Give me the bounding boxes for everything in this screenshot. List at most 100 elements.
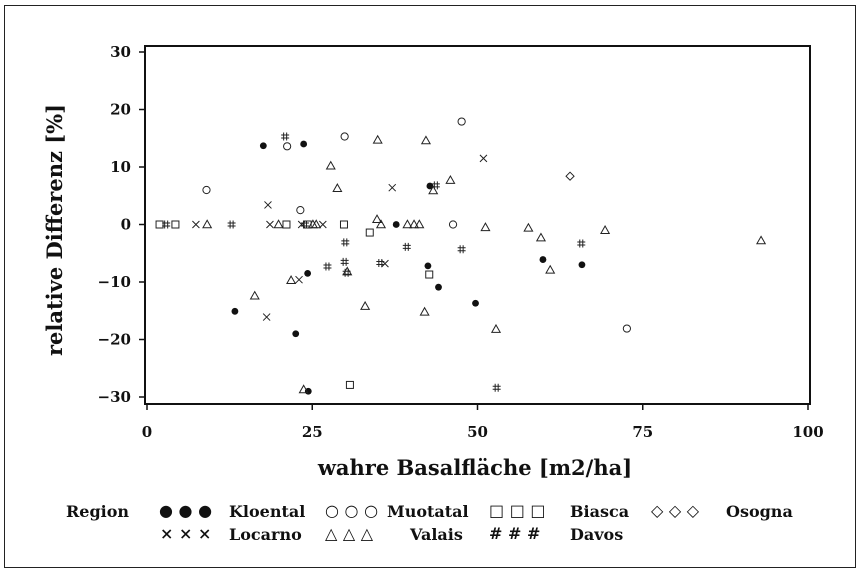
data-points	[155, 117, 767, 395]
legend-symbol-locarno: × × ×	[160, 524, 211, 543]
point-locarno	[479, 154, 488, 163]
legend-title: Region	[66, 502, 129, 521]
point-davos	[227, 220, 236, 229]
legend-label-davos: Davos	[570, 525, 623, 544]
point-valais	[360, 300, 371, 310]
y-tick-label: 30	[110, 43, 131, 61]
point-davos	[577, 239, 586, 248]
point-valais	[445, 175, 456, 184]
point-kloental	[435, 283, 442, 291]
point-valais	[402, 219, 413, 229]
legend-symbol-kloental: ● ● ●	[159, 501, 212, 520]
point-davos	[457, 245, 466, 254]
point-valais	[249, 290, 260, 300]
point-locarno	[192, 220, 200, 229]
point-davos	[492, 383, 501, 392]
point-valais	[490, 323, 502, 333]
point-valais	[480, 222, 491, 232]
point-locarno	[266, 220, 274, 229]
point-davos	[340, 257, 349, 266]
point-valais	[311, 219, 322, 229]
point-muotatal	[202, 185, 211, 195]
x-tick-label: 75	[632, 423, 653, 441]
point-valais	[428, 185, 439, 195]
point-muotatal	[457, 117, 466, 126]
point-kloental	[231, 307, 239, 315]
y-tick-label: −10	[98, 273, 131, 291]
point-davos	[281, 132, 290, 141]
point-kloental	[539, 256, 547, 263]
y-tick-label: 20	[110, 101, 131, 119]
point-kloental	[300, 140, 308, 148]
point-davos	[300, 220, 309, 229]
chart-frame	[4, 5, 856, 568]
point-valais	[332, 183, 343, 192]
point-biasca	[303, 220, 312, 229]
point-valais	[202, 219, 213, 229]
point-kloental	[304, 269, 312, 277]
point-davos	[162, 220, 171, 229]
point-biasca	[282, 220, 291, 229]
point-kloental	[578, 261, 586, 269]
legend-symbol-valais: △ △ △	[325, 524, 374, 543]
y-tick-label: −30	[98, 388, 131, 406]
point-locarno	[388, 183, 397, 192]
point-valais	[756, 235, 767, 245]
point-biasca	[339, 220, 348, 229]
point-valais	[414, 219, 425, 229]
point-biasca	[365, 228, 374, 237]
point-osogna	[565, 171, 575, 181]
legend-symbol-davos: # # #	[489, 524, 540, 543]
legend-label-muotatal: Muotatal	[387, 502, 469, 521]
point-valais	[419, 306, 430, 316]
x-tick-label: 25	[302, 423, 323, 441]
point-kloental	[259, 142, 267, 150]
legend: Region ● ● ● Kloental ○ ○ ○ Muotatal □ □…	[66, 501, 793, 544]
point-valais	[420, 135, 432, 145]
point-davos	[431, 181, 440, 190]
point-valais	[535, 232, 547, 242]
legend-symbol-osogna: ◇ ◇ ◇	[651, 501, 700, 520]
point-valais	[600, 225, 611, 234]
legend-label-osogna: Osogna	[726, 502, 793, 521]
legend-label-kloental: Kloental	[229, 502, 305, 521]
point-valais	[286, 275, 297, 284]
point-valais	[408, 219, 420, 229]
x-axis-title: wahre Basalfläche [m2/ha]	[317, 455, 632, 480]
point-davos	[341, 238, 350, 247]
legend-label-locarno: Locarno	[229, 525, 302, 544]
point-davos	[376, 259, 385, 268]
point-muotatal	[622, 324, 631, 333]
point-muotatal	[340, 132, 349, 141]
x-tick-label: 100	[792, 423, 823, 441]
point-davos	[402, 242, 411, 251]
point-muotatal	[448, 220, 458, 229]
point-valais	[273, 219, 284, 229]
x-tick-label: 0	[142, 423, 152, 441]
point-valais	[325, 160, 336, 170]
point-valais	[298, 384, 309, 394]
point-kloental	[426, 182, 434, 190]
y-axis-title: relative Differenz [%]	[42, 104, 67, 356]
legend-label-biasca: Biasca	[570, 502, 629, 521]
point-locarno	[297, 220, 306, 229]
x-tick-label: 50	[467, 423, 488, 441]
point-valais	[371, 214, 383, 224]
point-biasca	[171, 220, 180, 229]
point-valais	[375, 219, 387, 229]
point-locarno	[264, 201, 272, 209]
point-kloental	[424, 262, 432, 270]
point-davos	[323, 262, 332, 271]
point-locarno	[295, 275, 303, 284]
point-valais	[372, 134, 383, 144]
point-valais	[545, 264, 556, 274]
legend-symbol-muotatal: ○ ○ ○	[325, 501, 378, 520]
legend-symbol-biasca: □ □ □	[489, 501, 546, 520]
point-biasca	[155, 220, 164, 229]
point-muotatal	[283, 142, 292, 151]
point-kloental	[472, 299, 479, 307]
y-tick-label: 0	[121, 216, 131, 234]
point-kloental	[292, 330, 300, 338]
